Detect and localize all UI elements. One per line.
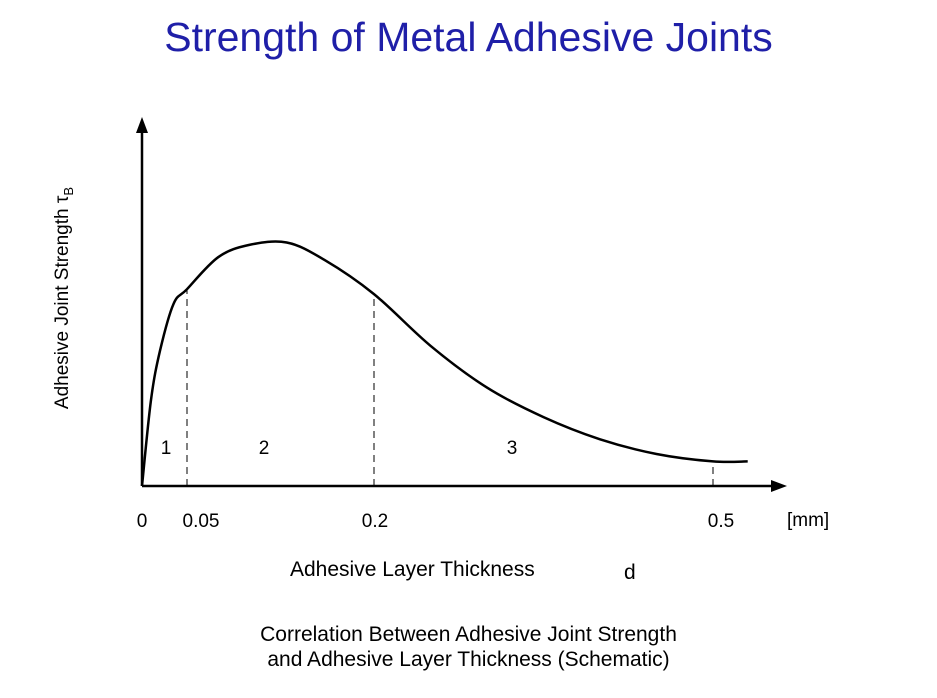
x-tick-label: 0.05: [183, 511, 220, 532]
region-label: 3: [507, 438, 518, 459]
y-axis-label: Adhesive Joint Strength τB: [52, 187, 76, 409]
x-tick-label: 0.2: [362, 511, 388, 532]
y-axis-label-text: Adhesive Joint Strength: [52, 208, 74, 410]
x-axis-variable: d: [624, 561, 636, 584]
region-label: 2: [259, 438, 270, 459]
x-tick-label: 0: [137, 511, 148, 532]
chart-title: Strength of Metal Adhesive Joints: [164, 14, 773, 60]
figure-caption: Correlation Between Adhesive Joint Stren…: [0, 622, 937, 672]
caption-line-2: and Adhesive Layer Thickness (Schematic): [267, 648, 670, 671]
x-tick-label: 0.5: [708, 511, 734, 532]
x-axis-label: Adhesive Layer Thickness: [290, 558, 535, 581]
y-axis-symbol: τ: [52, 195, 74, 204]
region-label: 1: [161, 438, 172, 459]
y-axis-symbol-subscript: B: [60, 186, 76, 196]
y-axis-arrow: [136, 117, 148, 133]
x-unit-label: [mm]: [787, 510, 829, 531]
strength-curve: [140, 240, 748, 487]
caption-line-1: Correlation Between Adhesive Joint Stren…: [260, 623, 677, 646]
x-axis-arrow: [771, 480, 787, 492]
